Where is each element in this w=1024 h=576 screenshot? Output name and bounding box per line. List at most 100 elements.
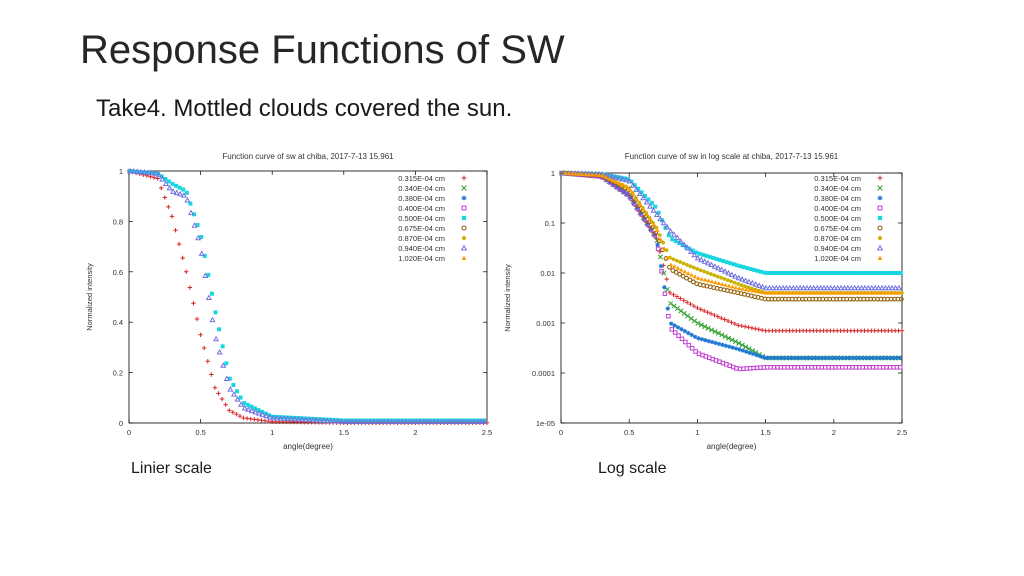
data-point (692, 274, 698, 279)
data-point (650, 207, 657, 213)
data-point (691, 265, 696, 270)
data-point (739, 323, 744, 329)
data-point (691, 318, 698, 324)
data-point (224, 361, 229, 366)
data-point (417, 418, 424, 424)
data-point (688, 315, 694, 321)
data-point (878, 271, 883, 275)
data-point (689, 332, 694, 338)
data-point (753, 326, 758, 331)
data-point (859, 290, 865, 295)
data-point (726, 344, 732, 349)
data-point (735, 274, 742, 281)
data-point (209, 316, 216, 323)
data-point (823, 271, 828, 275)
data-point (672, 323, 677, 328)
data-point (664, 223, 671, 230)
data-point (636, 190, 643, 197)
data-point (634, 205, 640, 211)
data-point (736, 282, 741, 286)
data-point (666, 313, 671, 319)
data-point (813, 271, 818, 275)
data-point (740, 286, 745, 291)
data-point (320, 417, 327, 423)
data-point (657, 254, 663, 260)
data-point (302, 416, 309, 422)
data-point (661, 270, 667, 276)
data-point (791, 290, 797, 295)
data-point (781, 355, 786, 361)
data-point (632, 183, 637, 188)
data-point (456, 418, 463, 424)
data-point (681, 261, 686, 266)
data-point (184, 197, 191, 203)
data-point (771, 290, 776, 295)
data-point (392, 418, 399, 424)
data-point (693, 349, 698, 354)
data-point (791, 355, 797, 361)
data-point (878, 284, 885, 291)
data-point (341, 418, 348, 424)
data-point (874, 271, 879, 275)
data-point (704, 259, 712, 266)
data-point (695, 305, 700, 311)
data-point (771, 355, 776, 361)
data-point (298, 416, 306, 422)
data-point (795, 290, 800, 295)
data-point (699, 337, 705, 342)
data-point (750, 288, 756, 293)
data-point (728, 261, 733, 266)
data-point (827, 271, 832, 275)
data-point (631, 192, 636, 197)
data-point (470, 418, 477, 424)
data-point (897, 365, 903, 370)
data-point (712, 273, 717, 278)
data-point (634, 197, 640, 202)
data-point (438, 418, 445, 424)
data-point (621, 189, 626, 194)
legend-label: 0.675E-04 cm (398, 224, 445, 233)
data-point (719, 332, 725, 338)
legend-label: 0.315E-04 cm (814, 174, 861, 183)
x-tick-label: 2.5 (482, 428, 492, 437)
data-point (757, 353, 763, 359)
data-point (895, 271, 900, 275)
data-point (234, 389, 239, 394)
data-point (678, 308, 684, 314)
data-point (209, 372, 214, 377)
data-point (698, 307, 704, 312)
data-point (808, 355, 814, 361)
data-point (774, 355, 780, 361)
data-point (159, 176, 166, 182)
data-point (467, 418, 474, 424)
data-point (384, 418, 391, 424)
data-point (839, 290, 844, 295)
data-point (163, 176, 168, 181)
data-point (820, 271, 825, 275)
data-point (638, 211, 643, 216)
data-point (818, 290, 824, 295)
data-point (723, 343, 728, 348)
data-point (701, 258, 708, 264)
data-point (697, 251, 702, 256)
data-point (786, 271, 791, 275)
data-point (711, 263, 718, 269)
data-point (767, 355, 773, 361)
data-point (722, 317, 727, 322)
x-tick-label: 2.5 (897, 428, 907, 437)
data-point (783, 284, 790, 291)
data-point (729, 337, 735, 343)
data-point (705, 270, 710, 275)
legend-marker (877, 185, 883, 191)
data-point (704, 253, 709, 258)
data-point (692, 334, 698, 339)
data-point (752, 267, 757, 272)
data-point (256, 408, 261, 413)
data-point (887, 290, 892, 295)
data-point (795, 355, 800, 361)
data-point (856, 355, 861, 361)
data-point (851, 284, 858, 291)
data-point (781, 290, 786, 295)
data-point (202, 272, 209, 278)
data-point (715, 314, 721, 319)
